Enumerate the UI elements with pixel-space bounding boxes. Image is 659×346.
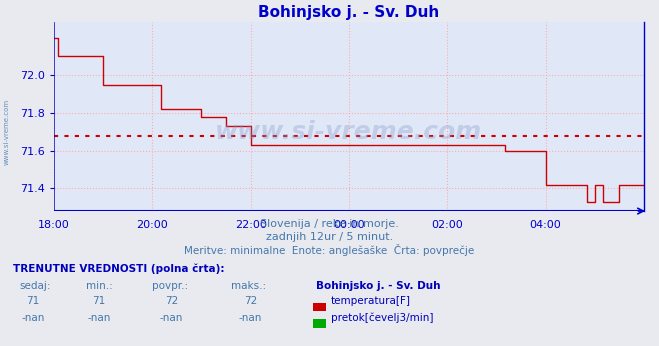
- Text: sedaj:: sedaj:: [20, 281, 51, 291]
- Text: Slovenija / reke in morje.: Slovenija / reke in morje.: [260, 219, 399, 229]
- Text: 71: 71: [26, 297, 40, 307]
- Text: maks.:: maks.:: [231, 281, 266, 291]
- Text: zadnjih 12ur / 5 minut.: zadnjih 12ur / 5 minut.: [266, 233, 393, 243]
- Text: temperatura[F]: temperatura[F]: [331, 297, 411, 307]
- Text: 71: 71: [92, 297, 105, 307]
- Text: -nan: -nan: [87, 313, 111, 323]
- Text: Meritve: minimalne  Enote: anglešaške  Črta: povprečje: Meritve: minimalne Enote: anglešaške Črt…: [185, 244, 474, 256]
- Text: Bohinjsko j. - Sv. Duh: Bohinjsko j. - Sv. Duh: [316, 281, 441, 291]
- Text: 72: 72: [165, 297, 178, 307]
- Title: Bohinjsko j. - Sv. Duh: Bohinjsko j. - Sv. Duh: [258, 5, 440, 20]
- Text: TRENUTNE VREDNOSTI (polna črta):: TRENUTNE VREDNOSTI (polna črta):: [13, 263, 225, 274]
- Text: povpr.:: povpr.:: [152, 281, 188, 291]
- Text: -nan: -nan: [239, 313, 262, 323]
- Text: -nan: -nan: [21, 313, 45, 323]
- Text: min.:: min.:: [86, 281, 113, 291]
- Text: www.si-vreme.com: www.si-vreme.com: [3, 98, 10, 165]
- Text: www.si-vreme.com: www.si-vreme.com: [215, 120, 482, 144]
- Text: 72: 72: [244, 297, 257, 307]
- Text: -nan: -nan: [159, 313, 183, 323]
- Text: pretok[čevelj3/min]: pretok[čevelj3/min]: [331, 312, 434, 323]
